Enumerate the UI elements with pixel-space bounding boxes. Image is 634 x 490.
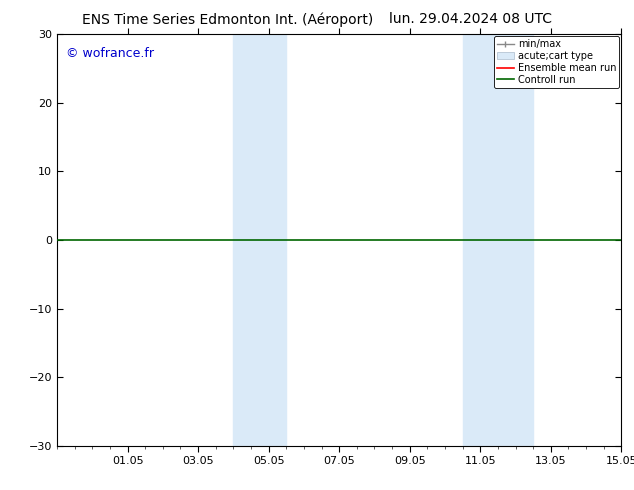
Bar	[251, 34, 287, 446]
Text: © wofrance.fr: © wofrance.fr	[65, 47, 153, 60]
Bar	[233, 34, 251, 446]
Bar	[481, 34, 533, 446]
Legend: min/max, acute;cart type, Ensemble mean run, Controll run: min/max, acute;cart type, Ensemble mean …	[494, 36, 619, 88]
Text: ENS Time Series Edmonton Int. (Aéroport): ENS Time Series Edmonton Int. (Aéroport)	[82, 12, 373, 27]
Text: lun. 29.04.2024 08 UTC: lun. 29.04.2024 08 UTC	[389, 12, 552, 26]
Bar	[463, 34, 481, 446]
